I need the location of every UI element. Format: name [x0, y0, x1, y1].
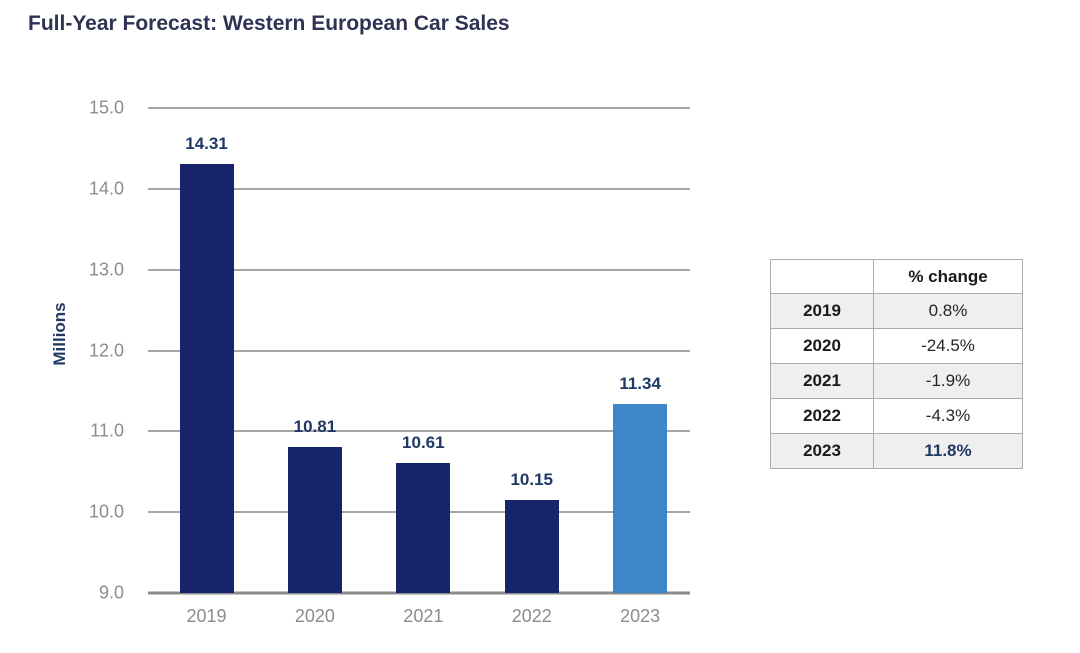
change-cell: -24.5% [873, 328, 1023, 364]
gridline [148, 430, 690, 433]
y-tick-label: 11.0 [90, 420, 124, 441]
chart-title: Full-Year Forecast: Western European Car… [28, 12, 510, 35]
x-axis-ticks: 2019 2020 2021 2022 2023 [148, 604, 690, 630]
x-tick-label: 2020 [294, 606, 335, 626]
bar-2019 [179, 163, 234, 593]
bar-2023 [613, 403, 668, 593]
bar-value-label: 10.81 [293, 416, 337, 436]
table-header-pct-change: % change [873, 259, 1023, 294]
plot-area: 14.31 10.81 10.61 10.15 11.34 [148, 107, 690, 595]
bar-2022 [504, 500, 559, 593]
y-axis-ticks: 15.0 14.0 13.0 12.0 11.0 10.0 9.0 [60, 98, 124, 603]
bar-value-label: 14.31 [185, 133, 228, 153]
gridline [148, 349, 690, 352]
bar-value-label: 11.34 [619, 373, 661, 393]
y-tick-label: 15.0 [88, 97, 124, 118]
table-row-2020: 2020 -24.5% [770, 328, 1023, 364]
year-cell: 2023 [770, 433, 874, 469]
change-cell: -4.3% [873, 398, 1023, 434]
table-row-2022: 2022 -4.3% [770, 398, 1023, 434]
year-cell: 2020 [770, 328, 874, 364]
x-tick-label: 2023 [620, 606, 661, 626]
year-cell: 2021 [770, 363, 874, 399]
x-tick-label: 2021 [403, 606, 444, 626]
y-tick-label: 13.0 [88, 259, 124, 280]
y-tick-label: 14.0 [88, 178, 124, 199]
table-row-2019: 2019 0.8% [770, 293, 1023, 329]
pct-change-table: % change 2019 0.8% 2020 -24.5% 2021 -1.9… [770, 259, 1023, 469]
gridline [148, 107, 690, 109]
gridline [148, 187, 690, 190]
change-cell: 0.8% [873, 293, 1023, 329]
table-header-row: % change [770, 259, 1023, 294]
change-cell: -1.9% [873, 363, 1023, 399]
table-corner-cell [770, 259, 874, 294]
x-tick-label: 2019 [186, 606, 227, 626]
bar-2020 [287, 446, 342, 593]
y-tick-label: 9.0 [98, 582, 124, 603]
gridline [148, 268, 690, 271]
x-axis-line [148, 591, 690, 595]
bar-value-label: 10.61 [402, 432, 445, 452]
y-tick-label: 10.0 [88, 501, 124, 522]
bar-value-label: 10.15 [510, 470, 554, 490]
table-row-2023: 2023 11.8% [770, 433, 1023, 469]
table-row-2021: 2021 -1.9% [770, 363, 1023, 399]
bar-2021 [396, 462, 451, 593]
year-cell: 2022 [770, 398, 874, 434]
x-tick-label: 2022 [511, 606, 552, 626]
y-tick-label: 12.0 [88, 340, 124, 360]
change-cell: 11.8% [873, 433, 1023, 469]
year-cell: 2019 [770, 293, 874, 329]
